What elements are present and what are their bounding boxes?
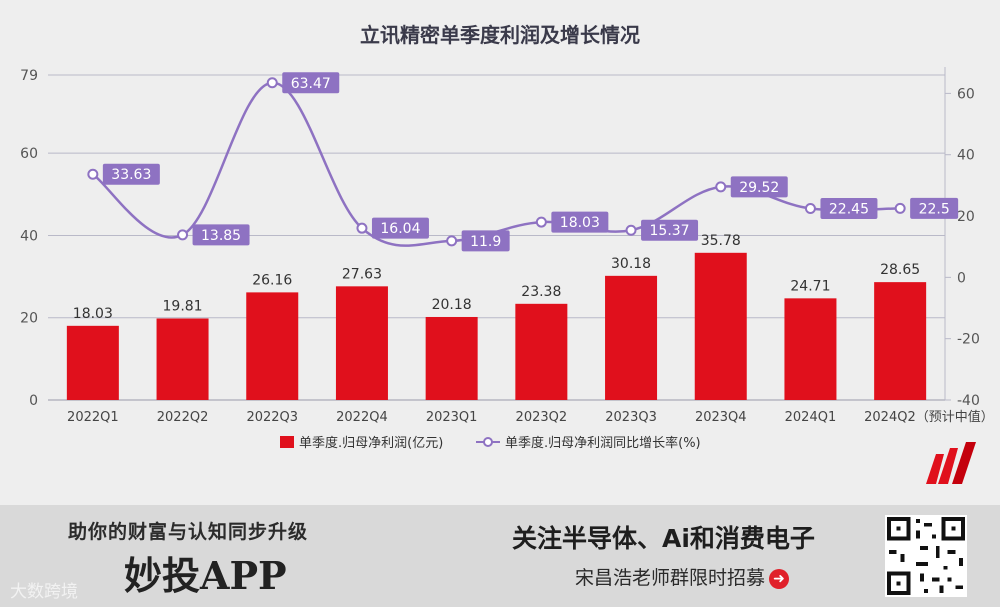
bars-layer: 18.03 19.81 26.16 27.63 20.18 23.38 30.18 35.78… — [66, 233, 927, 400]
line-point — [894, 202, 906, 214]
line-value-label: 33.63 — [111, 167, 151, 183]
bar-value-label: 18.03 — [73, 306, 113, 322]
right-tick-label: -20 — [957, 332, 980, 348]
line-point — [535, 216, 547, 228]
banner-recruit[interactable]: 宋昌浩老师群限时招募 ➜ — [575, 563, 790, 590]
chart-title: 立讯精密单季度利润及增长情况 — [360, 23, 640, 47]
line-point — [804, 203, 816, 215]
line-value-label: 22.5 — [919, 201, 950, 217]
line-point — [625, 224, 637, 236]
bar — [874, 282, 927, 400]
x-axis-ticks: 2022Q1 2022Q2 2022Q3 2022Q4 2023Q1 2023Q2 2023… — [67, 409, 994, 425]
x-tick-label: 2023Q1 — [426, 410, 478, 425]
line-label-box — [820, 198, 878, 220]
line-label-box — [641, 219, 699, 241]
line-point — [715, 181, 727, 193]
arrow-right-icon: ➜ — [769, 568, 790, 589]
bar — [605, 275, 658, 400]
bar-value-label: 27.63 — [342, 266, 382, 282]
x-tick-label: 2023Q3 — [605, 410, 657, 425]
bar-value-label: 35.78 — [701, 233, 741, 249]
x-tick-label: 2022Q4 — [336, 410, 388, 425]
chart-svg: 立讯精密单季度利润及增长情况 0 20 40 60 79 -40 -20 0 20 40 60 1… — [20, 23, 994, 451]
line-label-box — [461, 230, 510, 252]
line-label-box — [910, 197, 959, 219]
qr-code-icon[interactable] — [885, 515, 967, 597]
watermark-text: 大数跨境 — [10, 582, 78, 602]
line-point — [446, 235, 458, 247]
line-label-box — [371, 217, 429, 239]
bar — [515, 303, 568, 400]
line-label-box — [102, 163, 160, 185]
bar-value-label: 26.16 — [252, 272, 292, 288]
legend: 单季度.归母净利润(亿元) 单季度.归母净利润同比增长率(%) — [280, 435, 701, 451]
banner-app-name[interactable]: 妙投APP — [124, 553, 287, 598]
line-value-label: 11.9 — [470, 234, 501, 250]
line-point — [87, 168, 99, 180]
line-point — [356, 222, 368, 234]
bar — [246, 292, 299, 400]
left-tick-label: 20 — [20, 311, 38, 327]
banner-recruit-text: 宋昌浩老师群限时招募 — [575, 567, 766, 589]
right-tick-label: 60 — [957, 86, 975, 102]
bar-value-label: 23.38 — [521, 284, 561, 300]
line-value-label: 22.45 — [829, 202, 869, 218]
line-label-box — [551, 211, 609, 233]
x-tick-label: 2022Q3 — [246, 410, 298, 425]
right-axis-ticks: -40 -20 0 20 40 60 — [945, 86, 980, 409]
banner-slogan: 助你的财富与认知同步升级 — [68, 521, 309, 543]
legend-line-marker — [483, 437, 493, 447]
bar — [66, 325, 119, 400]
left-axis-ticks: 0 20 40 60 79 — [20, 68, 38, 409]
right-tick-label: 0 — [957, 270, 966, 286]
line-value-label: 18.03 — [560, 215, 600, 231]
growth-line — [92, 81, 901, 247]
bar-value-label: 19.81 — [163, 299, 203, 315]
x-tick-label: 2022Q1 — [67, 410, 119, 425]
legend-line-label: 单季度.归母净利润同比增长率(%) — [505, 435, 701, 451]
line-point — [177, 229, 189, 241]
legend-bar-swatch — [280, 436, 294, 448]
left-tick-label: 60 — [20, 146, 38, 162]
line-layer: 33.63 13.85 63.47 16.04 11.9 18.03 15.37 29.52 2… — [87, 72, 959, 252]
line-value-label: 63.47 — [291, 76, 331, 92]
x-tick-label: 2024Q2（预计中值） — [864, 409, 994, 425]
line-value-label: 15.37 — [650, 223, 690, 239]
bar — [156, 318, 209, 400]
bar — [694, 252, 747, 400]
banner-follow-text: 关注半导体、Ai和消费电子 — [512, 524, 815, 553]
line-point — [266, 77, 278, 89]
chart-area: 立讯精密单季度利润及增长情况 0 20 40 60 79 -40 -20 0 20 40 60 1… — [20, 23, 994, 484]
bar — [425, 316, 478, 400]
right-tick-label: 20 — [957, 209, 975, 225]
x-tick-label: 2022Q2 — [157, 410, 209, 425]
x-tick-label: 2023Q2 — [516, 410, 568, 425]
left-tick-label: 79 — [20, 68, 38, 84]
line-label-box — [192, 224, 250, 246]
bar-value-label: 30.18 — [611, 256, 651, 272]
left-tick-label: 40 — [20, 228, 38, 244]
left-tick-label: 0 — [29, 393, 38, 409]
bar-value-label: 20.18 — [432, 297, 472, 313]
brand-logo-icon — [926, 442, 976, 484]
line-label-box — [730, 176, 788, 198]
legend-bar-label: 单季度.归母净利润(亿元) — [299, 435, 443, 451]
bar-value-label: 24.71 — [790, 278, 830, 294]
line-value-label: 29.52 — [739, 180, 779, 196]
bar — [784, 298, 837, 400]
right-tick-label: -40 — [957, 393, 980, 409]
bar — [335, 286, 388, 400]
right-tick-label: 40 — [957, 148, 975, 164]
x-tick-label: 2023Q4 — [695, 410, 747, 425]
x-tick-label: 2024Q1 — [785, 410, 837, 425]
promo-banner: 助你的财富与认知同步升级 妙投APP 大数跨境 关注半导体、Ai和消费电子 宋昌… — [0, 505, 1000, 607]
line-value-label: 16.04 — [380, 221, 420, 237]
bar-value-label: 28.65 — [880, 262, 920, 278]
line-label-box — [282, 72, 340, 94]
line-value-label: 13.85 — [201, 228, 241, 244]
